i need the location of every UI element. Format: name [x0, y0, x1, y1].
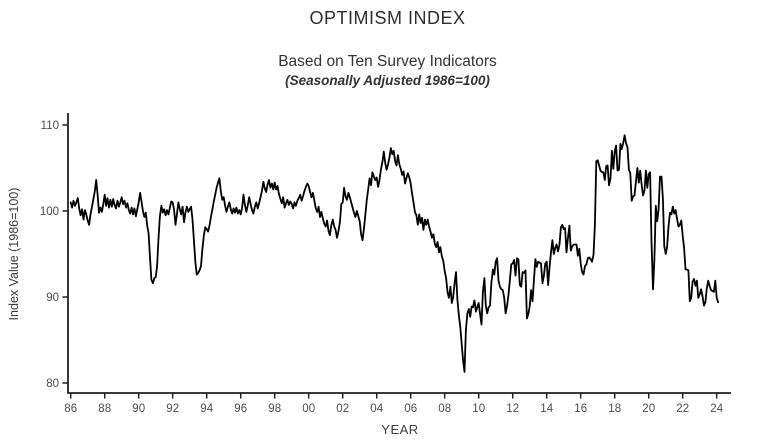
y-tick-label: 100 [40, 206, 59, 218]
x-tick-label: 18 [608, 403, 621, 415]
x-tick-label: 98 [268, 403, 281, 415]
x-tick-label: 96 [234, 403, 247, 415]
x-tick-label: 16 [574, 403, 587, 415]
chart-note: (Seasonally Adjusted 1986=100) [285, 73, 490, 88]
y-tick-label: 80 [46, 378, 59, 390]
y-axis-title: Index Value (1986=100) [7, 187, 21, 321]
x-tick-label: 06 [404, 403, 417, 415]
x-tick-label: 00 [302, 403, 315, 415]
chart-title: OPTIMISM INDEX [309, 8, 466, 28]
x-axis-title: YEAR [381, 422, 419, 437]
x-tick-label: 02 [336, 403, 349, 415]
x-tick-label: 10 [472, 403, 485, 415]
y-tick-label: 90 [46, 292, 59, 304]
chart-subtitle: Based on Ten Survey Indicators [278, 53, 497, 70]
chart-header: OPTIMISM INDEX Based on Ten Survey Indic… [0, 0, 775, 88]
x-tick-label: 20 [642, 403, 655, 415]
x-tick-label: 86 [64, 403, 77, 415]
x-tick-label: 90 [132, 403, 145, 415]
optimism-index-series-line [69, 134, 719, 373]
x-tick-label: 92 [166, 403, 179, 415]
x-tick-label: 08 [438, 403, 451, 415]
x-tick-label: 24 [710, 403, 723, 415]
x-tick-label: 94 [200, 403, 213, 415]
x-tick-label: 88 [98, 403, 111, 415]
x-tick-label: 12 [506, 403, 519, 415]
x-tick-label: 22 [676, 403, 689, 415]
x-tick-label: 04 [370, 403, 383, 415]
y-tick-label: 110 [41, 120, 59, 132]
x-tick-label: 14 [540, 403, 553, 415]
